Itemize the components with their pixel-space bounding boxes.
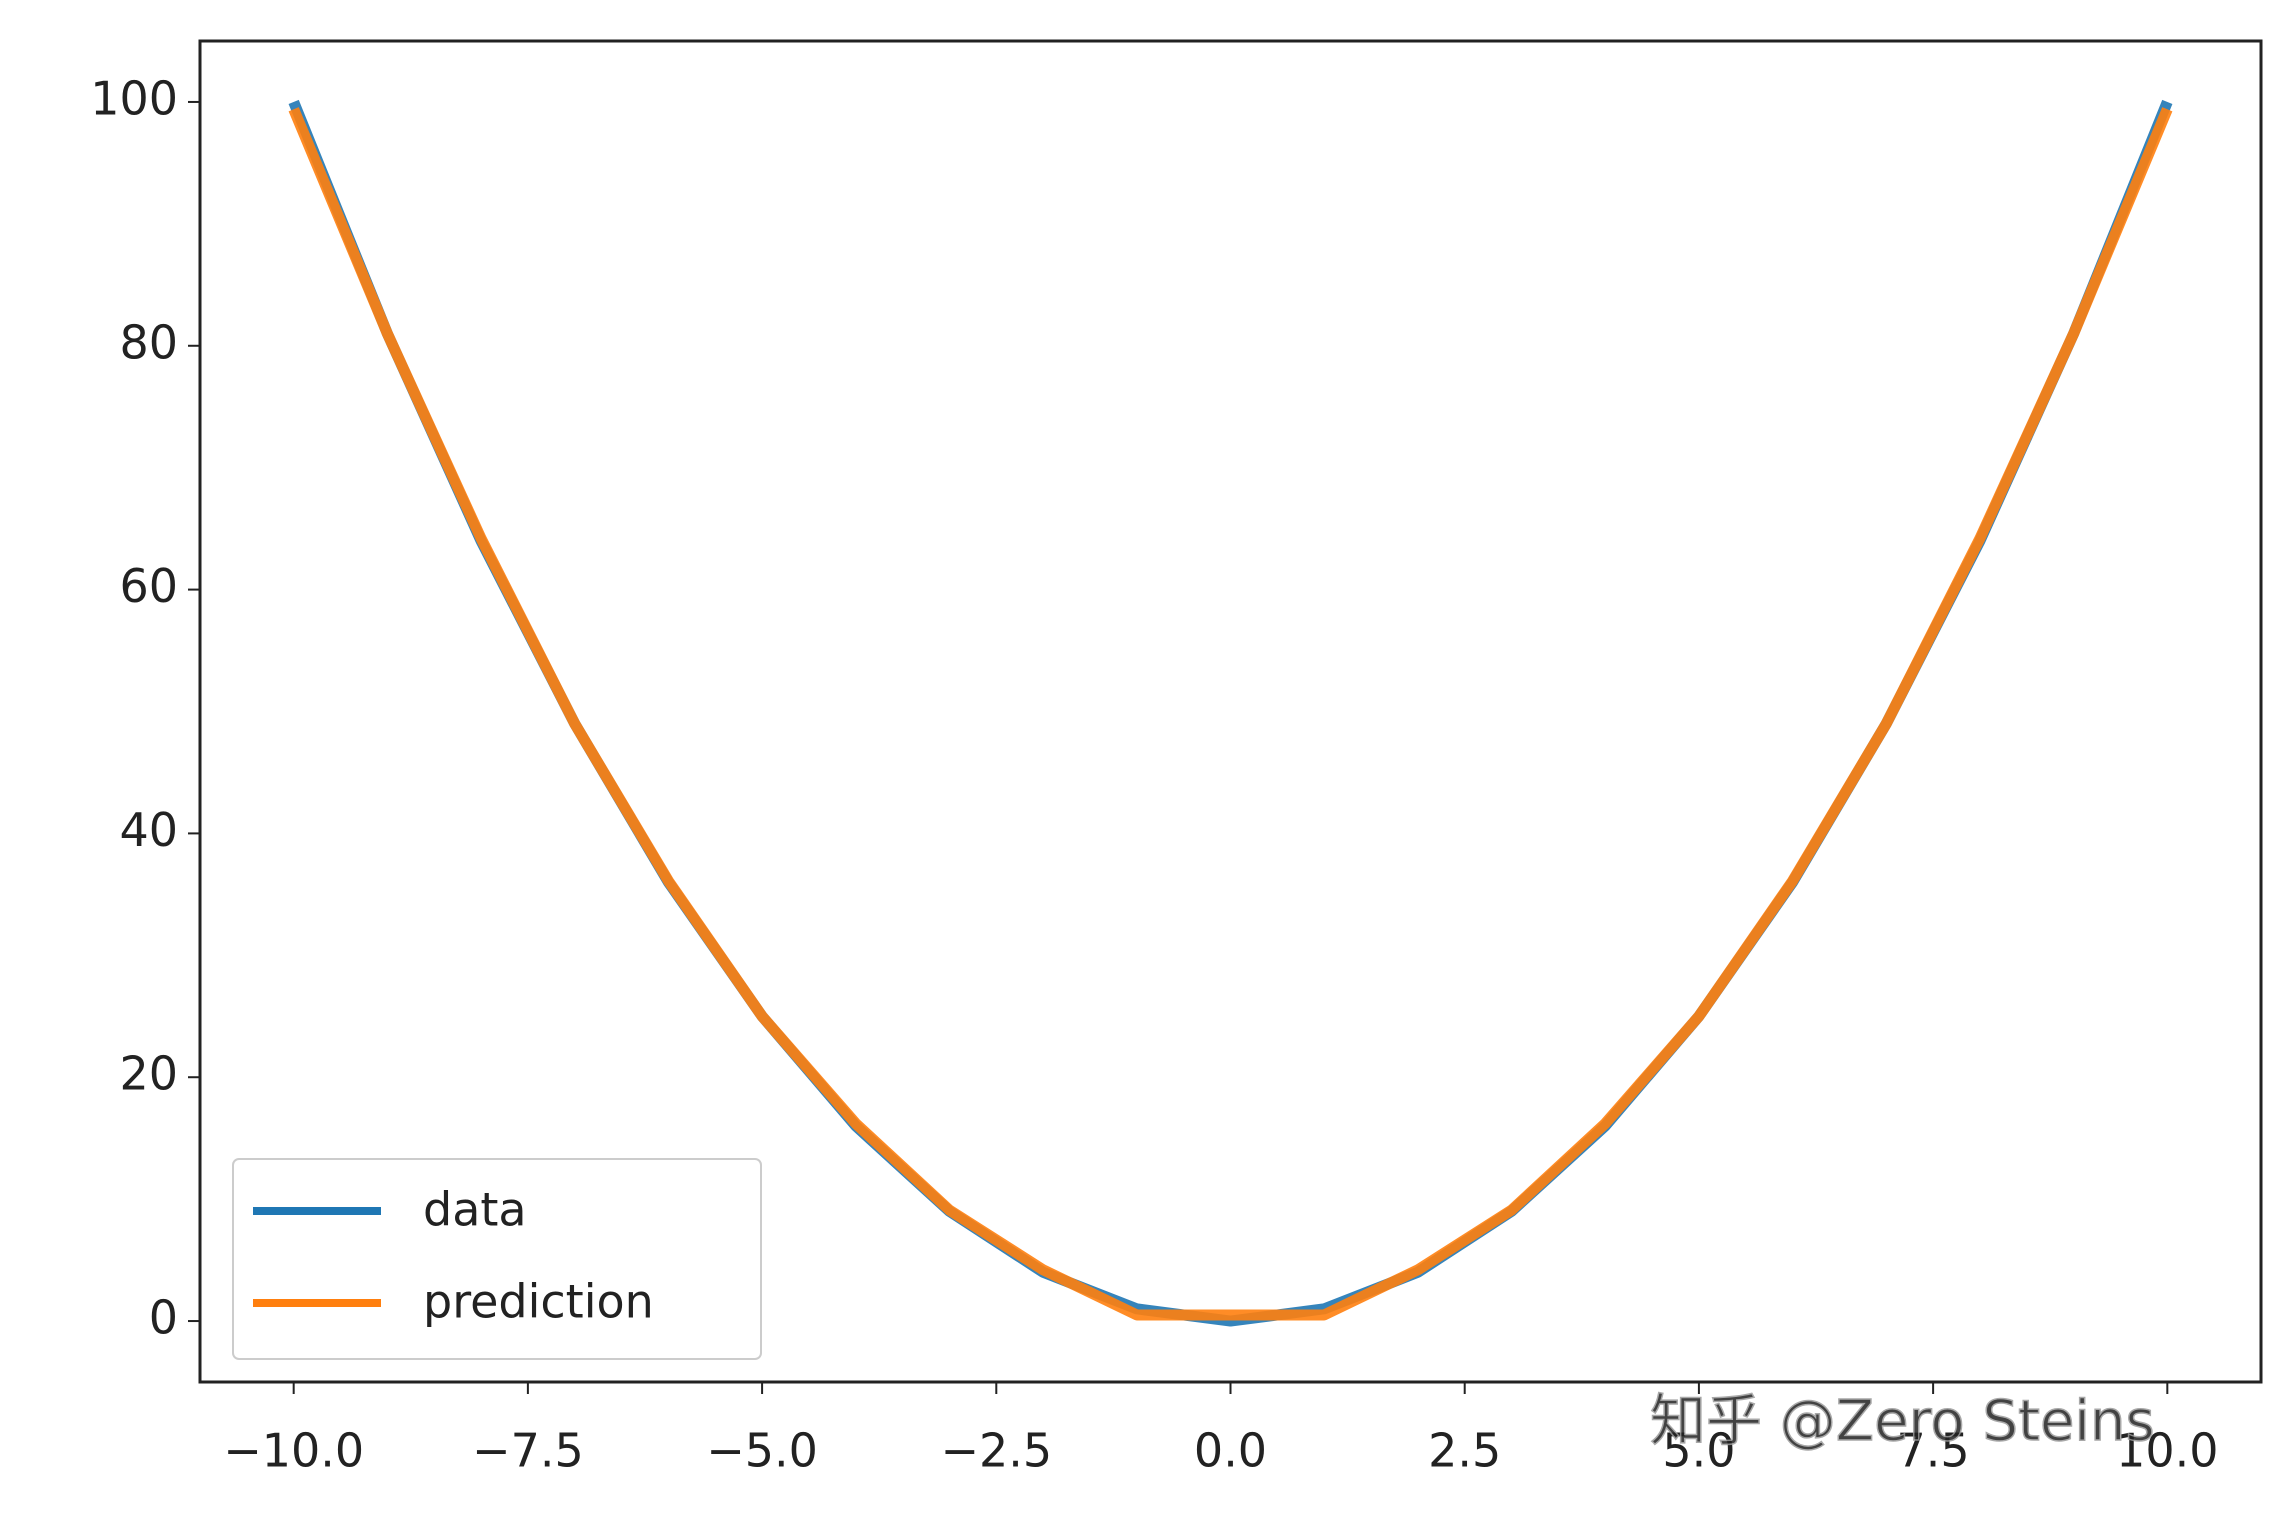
x-tick-label: 2.5: [1428, 1424, 1501, 1478]
y-tick-label: 0: [149, 1291, 178, 1345]
x-tick-label: 7.5: [1897, 1424, 1970, 1478]
legend-marker: [313, 1299, 321, 1307]
legend-label: data: [423, 1183, 527, 1237]
y-tick-label: 60: [119, 559, 178, 613]
legend-label: prediction: [423, 1275, 654, 1329]
legend-marker: [313, 1207, 321, 1215]
y-tick-label: 80: [119, 315, 178, 369]
x-tick-label: −10.0: [223, 1424, 364, 1478]
x-tick-label: 10.0: [2116, 1424, 2218, 1478]
line-series: [288, 107, 2173, 1321]
x-tick-label: −5.0: [706, 1424, 818, 1478]
x-tick-label: 5.0: [1662, 1424, 1735, 1478]
y-tick-label: 40: [119, 803, 178, 857]
x-tick-label: 0.0: [1194, 1424, 1267, 1478]
plot-frame: [198, 39, 2263, 1384]
y-tick-label: 100: [90, 71, 178, 125]
line-series: [288, 99, 2173, 1327]
y-tick-label: 20: [119, 1047, 178, 1101]
x-tick-label: −7.5: [472, 1424, 584, 1478]
x-tick-label: −2.5: [940, 1424, 1052, 1478]
watermark: 知乎 @Zero Steins: [1650, 1389, 2155, 1454]
